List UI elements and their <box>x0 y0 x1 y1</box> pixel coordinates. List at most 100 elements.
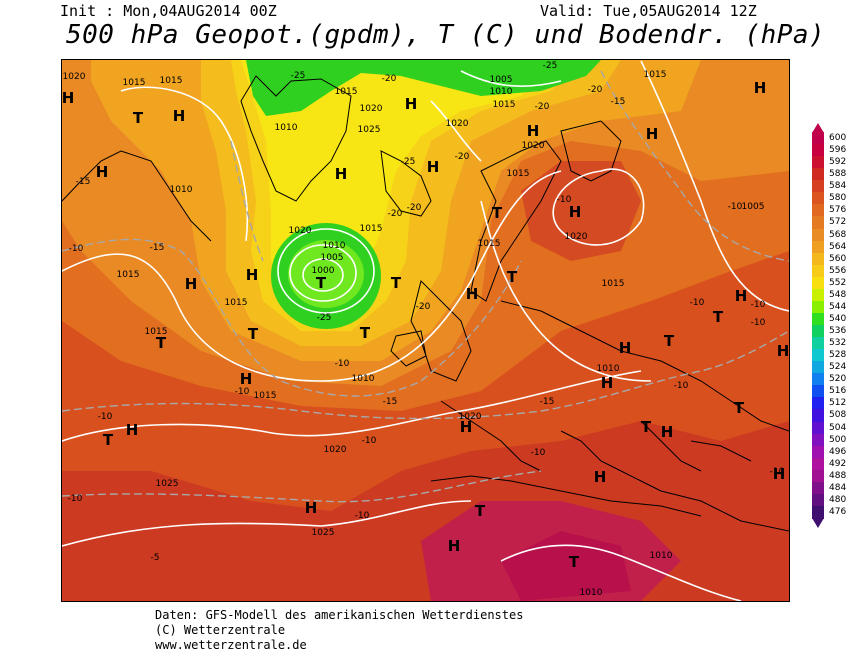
svg-text:-20: -20 <box>388 209 403 219</box>
legend-swatch <box>812 505 824 519</box>
legend-swatch <box>812 180 824 193</box>
isobar-label: 1010 <box>323 241 346 251</box>
high-pressure-marker: H <box>777 342 789 360</box>
legend-swatch <box>812 457 824 471</box>
legend-swatch <box>812 168 824 181</box>
low-pressure-marker: T <box>133 109 144 127</box>
svg-text:1020: 1020 <box>522 141 545 151</box>
low-pressure-marker: T <box>569 553 580 571</box>
svg-text:1015: 1015 <box>507 169 530 179</box>
legend-label: 480 <box>829 494 847 505</box>
high-pressure-marker: H <box>735 287 748 305</box>
high-pressure-marker: H <box>246 266 259 284</box>
high-pressure-marker: H <box>240 370 253 388</box>
svg-text:-15: -15 <box>540 397 555 407</box>
temperature-label: -10 <box>770 467 785 477</box>
legend-label: 600 <box>829 133 847 143</box>
high-pressure-marker: H <box>335 165 348 183</box>
temperature-label: -15 <box>76 177 91 187</box>
temperature-label: -10 <box>728 202 743 212</box>
high-pressure-marker: H <box>594 468 607 486</box>
svg-text:-10: -10 <box>355 511 370 521</box>
footer-credits: Daten: GFS-Modell des amerikanischen Wet… <box>155 608 523 653</box>
svg-text:1015: 1015 <box>117 270 140 280</box>
legend-label: 488 <box>829 470 847 481</box>
temperature-label: -15 <box>150 243 165 253</box>
svg-text:-10: -10 <box>690 298 705 308</box>
svg-text:1015: 1015 <box>145 327 168 337</box>
temperature-label: -25 <box>543 61 558 71</box>
legend-label: 500 <box>829 434 847 445</box>
isobar-label: 1010 <box>490 87 513 97</box>
svg-text:1015: 1015 <box>360 224 383 234</box>
isobar-label: 1020 <box>522 141 545 151</box>
svg-text:1010: 1010 <box>275 123 298 133</box>
svg-text:-25: -25 <box>317 313 332 323</box>
legend-swatch <box>812 228 824 242</box>
temperature-label: -10 <box>674 381 689 391</box>
isobar-label: 1015 <box>160 76 183 86</box>
legend-label: 484 <box>829 482 847 493</box>
isotherms <box>62 70 789 503</box>
isobar-label: 1020 <box>446 119 469 129</box>
svg-text:1010: 1010 <box>490 87 513 97</box>
high-pressure-marker: H <box>754 79 767 97</box>
high-pressure-marker: H <box>527 122 540 140</box>
svg-text:-10: -10 <box>674 381 689 391</box>
isobar-label: 1015 <box>602 279 625 289</box>
svg-text:1020: 1020 <box>459 412 482 422</box>
legend-label: 556 <box>829 265 847 276</box>
legend-label: 576 <box>829 205 847 216</box>
isobar-label: 1020 <box>360 104 383 114</box>
low-pressure-marker: T <box>248 325 259 343</box>
high-pressure-marker: H <box>427 158 440 176</box>
height-band-576-east <box>521 161 641 261</box>
temperature-label: -25 <box>317 313 332 323</box>
temperature-label: -15 <box>383 397 398 407</box>
temperature-label: -20 <box>588 85 603 95</box>
svg-text:1005: 1005 <box>742 202 765 212</box>
svg-text:1025: 1025 <box>312 528 335 538</box>
temperature-label: -10 <box>335 359 350 369</box>
legend-label: 532 <box>829 338 847 349</box>
legend-label: 592 <box>829 157 847 168</box>
isobar-label: 1020 <box>63 72 86 82</box>
temperature-label: -20 <box>388 209 403 219</box>
legend-label: 536 <box>829 326 847 336</box>
coastlines <box>62 75 789 532</box>
legend-label: 520 <box>829 374 847 385</box>
temperature-label: -10 <box>751 318 766 328</box>
temperature-label: -10 <box>69 244 84 254</box>
legend-label: 568 <box>829 229 847 240</box>
svg-text:1025: 1025 <box>358 125 381 135</box>
legend-swatch <box>812 397 824 410</box>
svg-text:-15: -15 <box>150 243 165 253</box>
isobar-label: 1000 <box>312 266 335 276</box>
high-pressure-marker: H <box>448 537 461 555</box>
svg-text:1010: 1010 <box>352 374 375 384</box>
high-pressure-marker: H <box>646 125 659 143</box>
svg-text:-10: -10 <box>69 244 84 254</box>
legend-label: 564 <box>829 241 847 252</box>
svg-text:1015: 1015 <box>335 87 358 97</box>
svg-text:1010: 1010 <box>323 241 346 251</box>
svg-text:1015: 1015 <box>478 239 501 249</box>
legend-label: 540 <box>829 313 847 324</box>
low-pressure-marker: T <box>492 204 503 222</box>
svg-text:-20: -20 <box>407 203 422 213</box>
isobar-label: 1005 <box>742 202 765 212</box>
svg-text:-15: -15 <box>76 177 91 187</box>
svg-text:1010: 1010 <box>650 551 673 561</box>
isobar-label: 1025 <box>156 479 179 489</box>
legend-swatch <box>812 144 824 157</box>
high-pressure-marker: H <box>773 465 786 483</box>
svg-text:1020: 1020 <box>565 232 588 242</box>
isobar-label: 1015 <box>493 100 516 110</box>
low-pressure-marker: T <box>316 274 327 292</box>
high-pressure-marker: H <box>62 89 74 107</box>
svg-text:1020: 1020 <box>360 104 383 114</box>
svg-text:1005: 1005 <box>490 75 513 85</box>
low-pressure-marker: T <box>713 308 724 326</box>
